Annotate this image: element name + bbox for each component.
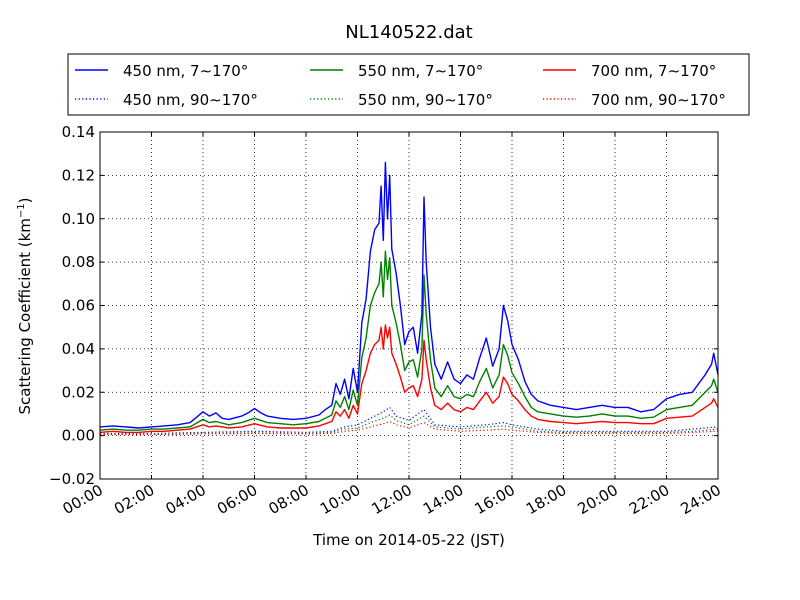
y-tick-label: 0.00 <box>62 427 95 445</box>
x-tick-label: 12:00 <box>369 481 415 518</box>
x-tick-label: 16:00 <box>472 481 518 518</box>
y-tick-label: 0.04 <box>62 340 95 358</box>
x-axis-label: Time on 2014-05-22 (JST) <box>312 531 505 549</box>
series-line-5 <box>100 420 719 436</box>
y-tick-label: 0.02 <box>62 383 95 401</box>
x-tick-label: 20:00 <box>575 481 621 518</box>
y-tick-label: 0.14 <box>62 123 95 141</box>
series-line-1 <box>99 250 719 431</box>
legend-label-0: 450 nm, 7∼170° <box>123 62 248 80</box>
x-tick-label: 10:00 <box>317 481 363 518</box>
x-tick-label: 06:00 <box>214 481 260 518</box>
x-tick-label: 14:00 <box>420 481 466 518</box>
y-axis-label: Scattering Coefficient (km−1) <box>16 197 34 414</box>
y-axis-label-end: ) <box>16 197 34 203</box>
chart-title: NL140522.dat <box>345 22 472 43</box>
y-axis-label-superscript: −1 <box>16 203 27 218</box>
series-layer <box>99 161 719 436</box>
ticks <box>99 131 719 480</box>
series-line-2 <box>99 324 719 434</box>
x-tick-label: 02:00 <box>111 481 157 518</box>
series-line-0 <box>99 161 719 429</box>
legend-label-1: 550 nm, 7∼170° <box>358 62 483 80</box>
y-tick-label: 0.12 <box>62 166 95 184</box>
y-tick-label: 0.06 <box>62 297 95 315</box>
legend-frame <box>67 53 750 116</box>
legend: 450 nm, 7∼170° 550 nm, 7∼170° 700 nm, 7∼17… <box>67 53 750 116</box>
y-tick-label: 0.08 <box>62 253 95 271</box>
series-line-3 <box>100 406 719 435</box>
y-tick-label: −0.02 <box>49 470 95 488</box>
x-tick-label: 18:00 <box>523 481 569 518</box>
x-tick-label: 24:00 <box>678 481 724 518</box>
x-tick-label: 22:00 <box>626 481 672 518</box>
y-tick-label: 0.10 <box>62 210 95 228</box>
x-tick-labels: 00:00 02:00 04:00 06:00 08:00 10:00 12:00 14:00… <box>60 481 724 518</box>
y-tick-labels: −0.02 0.00 0.02 0.04 0.06 0.08 0.10 0.12 0.14 <box>49 123 95 488</box>
legend-label-2: 700 nm, 7∼170° <box>591 62 716 80</box>
x-tick-label: 08:00 <box>266 481 312 518</box>
legend-label-5: 700 nm, 90∼170° <box>591 91 726 109</box>
x-tick-label: 04:00 <box>163 481 209 518</box>
plot-area <box>99 131 719 480</box>
legend-label-4: 550 nm, 90∼170° <box>358 91 493 109</box>
y-axis-label-main: Scattering Coefficient (km <box>16 218 34 414</box>
legend-label-3: 450 nm, 90∼170° <box>123 91 258 109</box>
